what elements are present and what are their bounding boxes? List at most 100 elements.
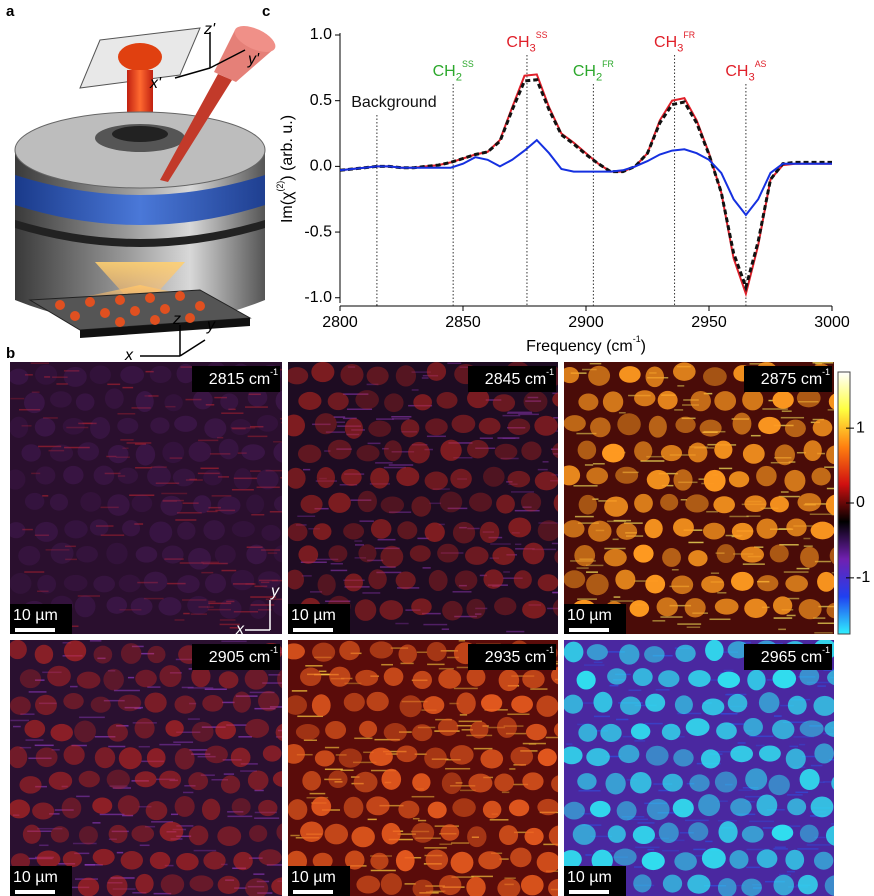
- image-spot: [78, 878, 99, 896]
- image-spot: [399, 695, 421, 717]
- image-streak: [375, 462, 393, 464]
- image-streak: [227, 816, 252, 818]
- image-spot: [234, 468, 252, 490]
- image-streak: [423, 567, 431, 569]
- image-spot: [313, 523, 331, 540]
- image-spot: [770, 545, 789, 563]
- image-spot: [814, 852, 833, 870]
- image-streak: [13, 726, 21, 728]
- image-spot: [634, 441, 652, 461]
- image-spot: [32, 803, 54, 820]
- image-streak: [647, 849, 654, 851]
- image-spot: [785, 575, 808, 592]
- image-spot: [121, 643, 142, 664]
- scale-bar: [569, 890, 609, 894]
- image-spot: [366, 796, 389, 815]
- image-spot: [450, 745, 474, 764]
- image-streak: [827, 488, 839, 490]
- image-spot: [257, 469, 279, 489]
- image-spot: [382, 769, 402, 790]
- image-spot: [468, 774, 492, 793]
- image-spot: [344, 573, 363, 591]
- image-spot: [702, 848, 726, 869]
- image-spot: [716, 722, 737, 739]
- image-streak: [100, 814, 125, 816]
- image-streak: [319, 671, 327, 673]
- image-spot: [634, 494, 653, 513]
- image-spot: [645, 519, 663, 538]
- image-spot: [203, 469, 222, 485]
- image-spot: [742, 389, 763, 410]
- image-spot: [703, 523, 725, 540]
- image-spot: [647, 799, 670, 820]
- image-streak: [368, 443, 381, 445]
- image-streak: [503, 415, 521, 417]
- image-spot: [700, 420, 722, 437]
- figure: z' y' x' z y x a b c 2800285029002950300…: [0, 0, 874, 896]
- image-spot: [804, 440, 822, 461]
- image-streak: [515, 544, 521, 546]
- image-spot: [437, 544, 458, 563]
- image-spot: [579, 495, 597, 515]
- image-streak: [161, 493, 187, 495]
- image-spot: [381, 873, 402, 895]
- image-spot: [645, 575, 665, 594]
- image-spot: [787, 798, 806, 815]
- image-spot: [608, 825, 626, 843]
- image-spot: [64, 575, 88, 591]
- image-spot: [451, 852, 474, 874]
- image-streak: [738, 742, 746, 744]
- image-spot: [786, 749, 806, 770]
- image-spot: [328, 545, 347, 562]
- image-spot: [258, 800, 277, 816]
- image-spot: [826, 825, 848, 846]
- image-spot: [673, 799, 694, 818]
- image-streak: [644, 723, 662, 725]
- image-label-sup: -1: [822, 367, 830, 377]
- image-spot: [300, 668, 321, 686]
- image-grid: 2815 cm-110 µm2845 cm-110 µm2875 cm-110 …: [5, 361, 870, 896]
- image-spot: [233, 852, 253, 870]
- image-streak: [445, 768, 470, 770]
- image-streak: [189, 749, 207, 751]
- x-tick-label: 2850: [445, 314, 481, 331]
- image-spot: [384, 723, 407, 741]
- image-spot: [317, 467, 335, 488]
- image-spot: [93, 849, 115, 865]
- image-spot: [800, 720, 824, 736]
- image-streak: [677, 385, 684, 387]
- image-spot: [619, 644, 639, 664]
- image-spot: [231, 570, 254, 590]
- image-streak: [442, 628, 449, 630]
- image-streak: [831, 823, 839, 825]
- image-streak: [652, 620, 665, 622]
- image-streak: [362, 592, 380, 594]
- image-spot: [215, 721, 236, 739]
- image-streak: [254, 817, 279, 819]
- image-spot: [80, 492, 101, 512]
- image-spot: [345, 418, 363, 439]
- image-spot: [615, 467, 638, 484]
- image-streak: [795, 792, 808, 794]
- image-spot: [355, 390, 379, 409]
- image-spot: [744, 599, 767, 618]
- image-spot: [411, 598, 432, 615]
- image-spot: [425, 418, 448, 435]
- image-streak: [807, 844, 831, 846]
- image-spot: [368, 421, 391, 437]
- image-spot: [77, 672, 101, 689]
- y-axis-title-main: Im(χ: [279, 191, 296, 223]
- image-spot: [428, 802, 447, 819]
- image-spot: [773, 596, 792, 614]
- scale-text: 10 µm: [567, 607, 612, 624]
- image-streak: [706, 511, 718, 513]
- image-streak: [76, 796, 90, 798]
- image-spot: [619, 366, 641, 383]
- image-streak: [90, 640, 102, 642]
- image-spot: [76, 393, 95, 410]
- image-spot: [136, 546, 158, 562]
- axis-label: y: [206, 317, 216, 334]
- image-streak: [139, 746, 150, 748]
- image-streak: [529, 743, 536, 745]
- image-spot: [298, 545, 318, 563]
